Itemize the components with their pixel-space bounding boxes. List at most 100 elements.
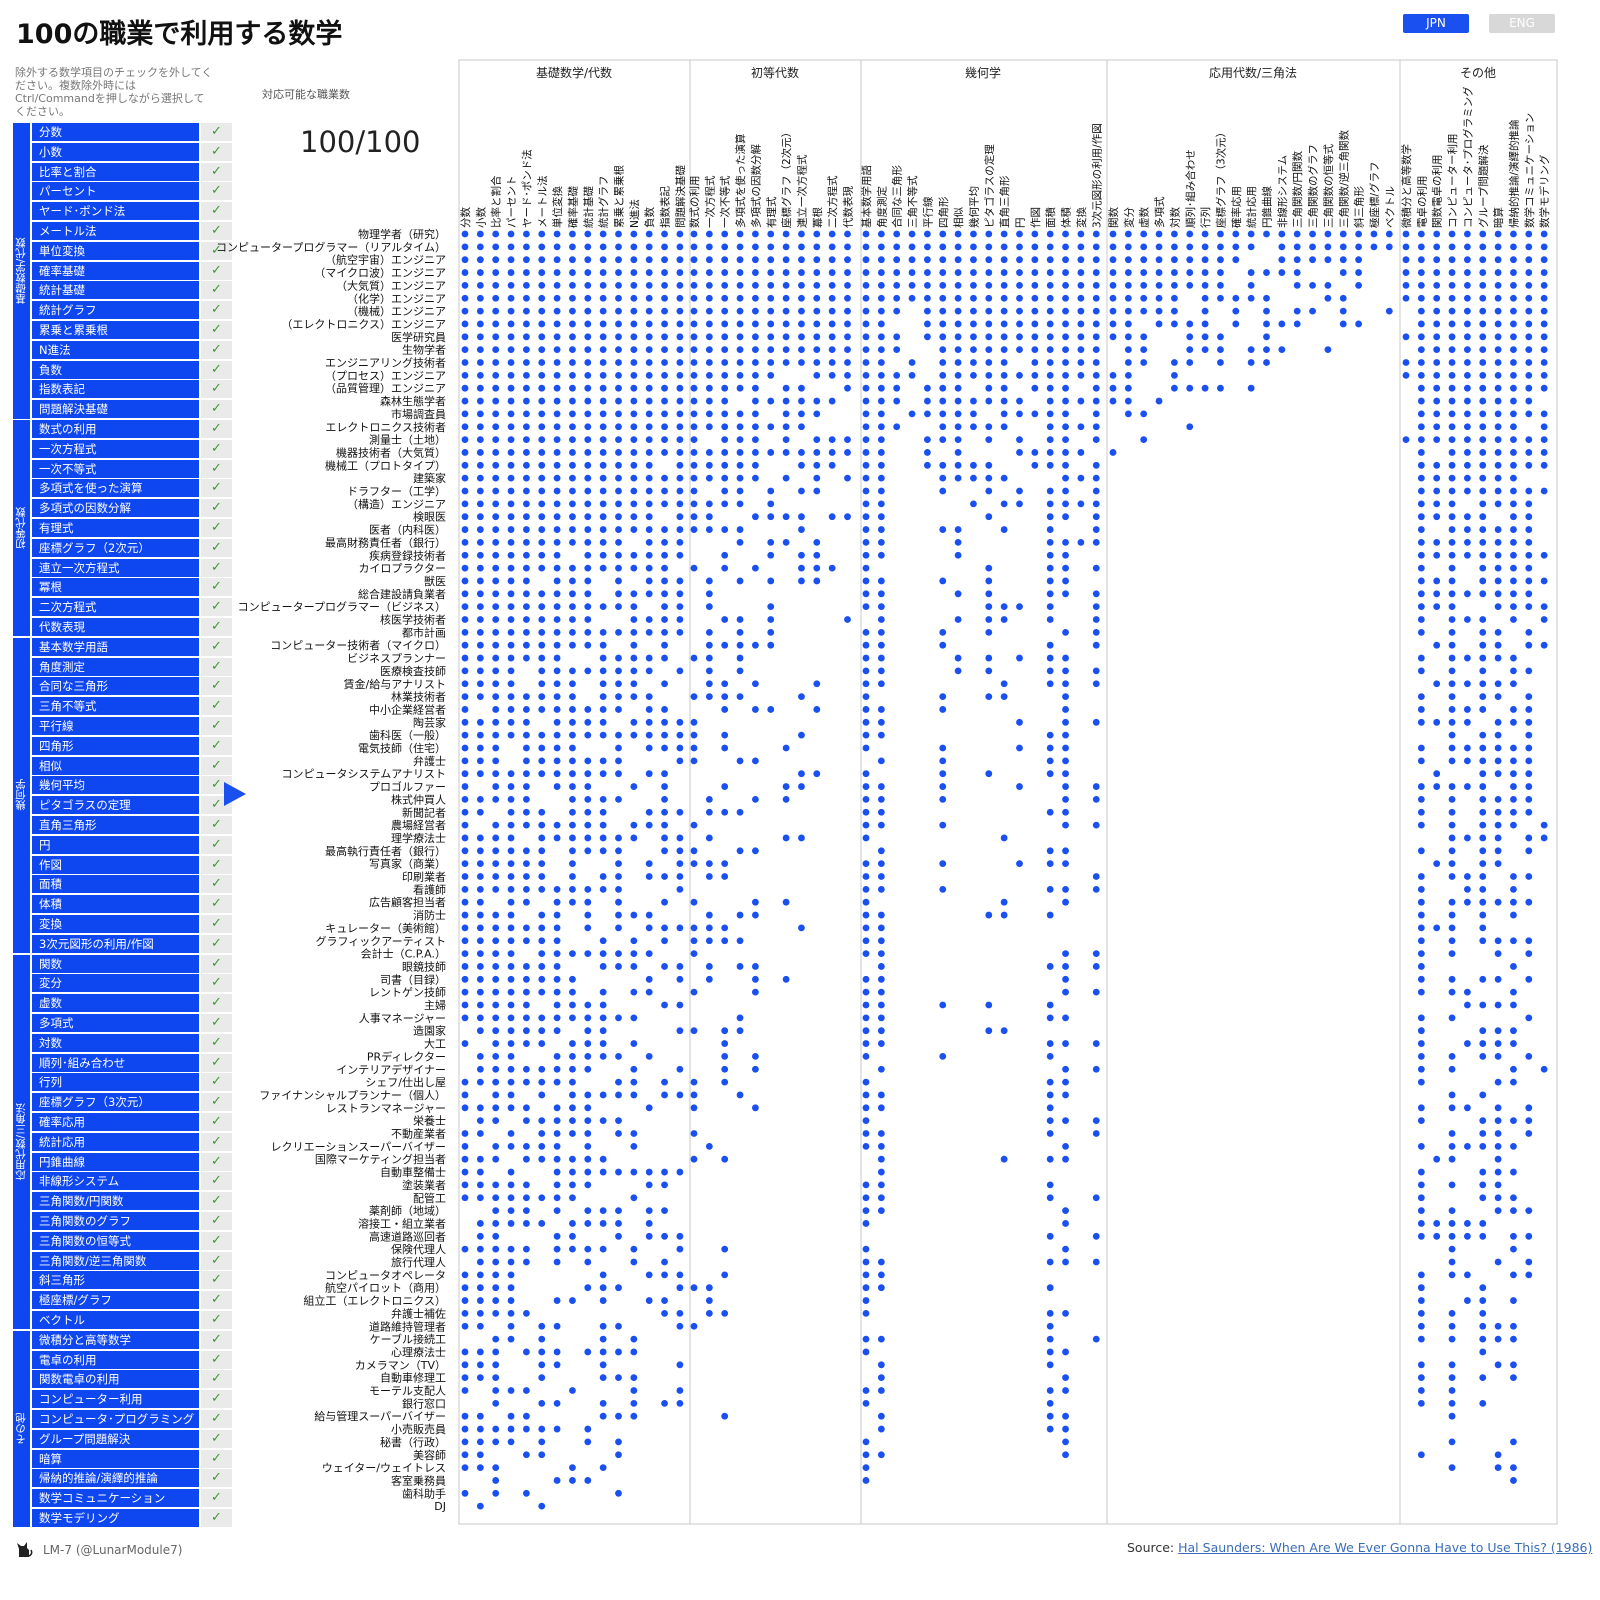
filter-item[interactable]: 一次方程式 ✓ [32, 439, 232, 458]
filter-item-label[interactable]: 数式の利用 [32, 420, 199, 438]
checkmark-icon[interactable]: ✓ [201, 915, 232, 933]
filter-item-label[interactable]: 円 [32, 835, 199, 854]
filter-item[interactable]: 基本数学用語 ✓ [32, 637, 232, 656]
filter-item-label[interactable]: 有理式 [32, 519, 199, 537]
filter-item[interactable]: 三角不等式 ✓ [32, 697, 232, 716]
checkmark-icon[interactable]: ✓ [201, 578, 232, 597]
filter-item-label[interactable]: 多項式を使った演算 [32, 479, 199, 498]
filter-item[interactable]: ベクトル ✓ [32, 1311, 232, 1329]
filter-item-label[interactable]: 指数表記 [32, 380, 199, 399]
checkmark-icon[interactable]: ✓ [201, 202, 232, 221]
checkmark-icon[interactable]: ✓ [201, 855, 232, 874]
filter-item-label[interactable]: 変分 [32, 974, 199, 993]
checkmark-icon[interactable]: ✓ [201, 222, 232, 240]
checkmark-icon[interactable]: ✓ [201, 677, 232, 696]
filter-item-label[interactable]: 合同な三角形 [32, 677, 199, 696]
filter-item-label[interactable]: 平行線 [32, 717, 199, 735]
checkmark-icon[interactable]: ✓ [201, 598, 232, 617]
checkmark-icon[interactable]: ✓ [201, 1192, 232, 1211]
checkmark-icon[interactable]: ✓ [201, 1073, 232, 1092]
checkmark-icon[interactable]: ✓ [201, 1152, 232, 1171]
checkmark-icon[interactable]: ✓ [201, 1113, 232, 1131]
filter-item[interactable]: 電卓の利用 ✓ [32, 1350, 232, 1369]
filter-item[interactable]: 指数表記 ✓ [32, 380, 232, 399]
filter-item-label[interactable]: 小数 [32, 142, 199, 161]
checkmark-icon[interactable]: ✓ [201, 1053, 232, 1072]
filter-item[interactable]: 代数表現 ✓ [32, 618, 232, 636]
filter-item[interactable]: 帰納的推論/演繹的推論 ✓ [32, 1469, 232, 1488]
filter-item[interactable]: 円 ✓ [32, 835, 232, 854]
checkmark-icon[interactable]: ✓ [201, 459, 232, 478]
filter-item[interactable]: コンピュータ･プログラミング ✓ [32, 1410, 232, 1428]
checkmark-icon[interactable]: ✓ [201, 637, 232, 656]
filter-item[interactable]: 対数 ✓ [32, 1033, 232, 1052]
checkmark-icon[interactable]: ✓ [201, 1132, 232, 1151]
filter-item[interactable]: 多項式 ✓ [32, 1014, 232, 1032]
filter-item[interactable]: 小数 ✓ [32, 142, 232, 161]
checkmark-icon[interactable]: ✓ [201, 1469, 232, 1488]
filter-item[interactable]: 変換 ✓ [32, 915, 232, 933]
filter-item[interactable]: 累乗と累乗根 ✓ [32, 321, 232, 339]
filter-item-label[interactable]: 三角関数/円関数 [32, 1192, 199, 1211]
filter-item[interactable]: グループ問題解決 ✓ [32, 1429, 232, 1448]
checkmark-icon[interactable]: ✓ [201, 697, 232, 716]
checkmark-icon[interactable]: ✓ [201, 875, 232, 894]
filter-item[interactable]: 数式の利用 ✓ [32, 420, 232, 438]
filter-item-label[interactable]: ピタゴラスの定理 [32, 796, 199, 815]
checkmark-icon[interactable]: ✓ [201, 340, 232, 359]
filter-item-label[interactable]: 三角不等式 [32, 697, 199, 716]
checkmark-icon[interactable]: ✓ [201, 360, 232, 379]
filter-item-label[interactable]: 電卓の利用 [32, 1350, 199, 1369]
filter-item[interactable]: 幾何平均 ✓ [32, 776, 232, 795]
filter-item-label[interactable]: 代数表現 [32, 618, 199, 636]
checkmark-icon[interactable]: ✓ [201, 1390, 232, 1409]
filter-item-label[interactable]: 多項式の因数分解 [32, 499, 199, 518]
filter-item-label[interactable]: メートル法 [32, 222, 199, 240]
filter-item[interactable]: 行列 ✓ [32, 1073, 232, 1092]
checkmark-icon[interactable]: ✓ [201, 1212, 232, 1230]
filter-item[interactable]: 分数 ✓ [32, 123, 232, 141]
filter-item-label[interactable]: 統計グラフ [32, 301, 199, 320]
filter-item-label[interactable]: パーセント [32, 182, 199, 201]
filter-item[interactable]: 統計グラフ ✓ [32, 301, 232, 320]
checkmark-icon[interactable]: ✓ [201, 182, 232, 201]
filter-item-label[interactable]: 虚数 [32, 994, 199, 1013]
filter-item[interactable]: 座標グラフ（2次元） ✓ [32, 538, 232, 557]
filter-item-label[interactable]: 三角関数/逆三角関数 [32, 1251, 199, 1270]
filter-item[interactable]: 斜三角形 ✓ [32, 1271, 232, 1290]
checkmark-icon[interactable]: ✓ [201, 1311, 232, 1329]
filter-item-label[interactable]: 比率と割合 [32, 162, 199, 181]
checkmark-icon[interactable]: ✓ [201, 1410, 232, 1428]
filter-item[interactable]: 一次不等式 ✓ [32, 459, 232, 478]
checkmark-icon[interactable]: ✓ [201, 895, 232, 914]
checkmark-icon[interactable]: ✓ [201, 1449, 232, 1468]
checkmark-icon[interactable]: ✓ [201, 380, 232, 399]
filter-item-label[interactable]: N進法 [32, 340, 199, 359]
filter-item[interactable]: 二次方程式 ✓ [32, 598, 232, 617]
checkmark-icon[interactable]: ✓ [201, 1509, 232, 1527]
filter-item[interactable]: N進法 ✓ [32, 340, 232, 359]
checkmark-icon[interactable]: ✓ [201, 1291, 232, 1310]
filter-item[interactable]: 3次元図形の利用/作図 ✓ [32, 934, 232, 953]
filter-item-label[interactable]: 相似 [32, 756, 199, 775]
filter-item-label[interactable]: 非線形システム [32, 1172, 199, 1191]
filter-item-label[interactable]: 座標グラフ（2次元） [32, 538, 199, 557]
filter-item-label[interactable]: コンピュータ･プログラミング [32, 1410, 199, 1428]
filter-item-label[interactable]: 作図 [32, 855, 199, 874]
filter-item-label[interactable]: 分数 [32, 123, 199, 141]
filter-item[interactable]: 変分 ✓ [32, 974, 232, 993]
checkmark-icon[interactable]: ✓ [201, 1251, 232, 1270]
checkmark-icon[interactable]: ✓ [201, 1093, 232, 1112]
filter-item[interactable]: 非線形システム ✓ [32, 1172, 232, 1191]
checkmark-icon[interactable]: ✓ [201, 1350, 232, 1369]
filter-item[interactable]: 相似 ✓ [32, 756, 232, 775]
filter-item-label[interactable]: 負数 [32, 360, 199, 379]
checkmark-icon[interactable]: ✓ [201, 618, 232, 636]
filter-item[interactable]: 有理式 ✓ [32, 519, 232, 537]
filter-item-label[interactable]: グループ問題解決 [32, 1429, 199, 1448]
filter-item[interactable]: 虚数 ✓ [32, 994, 232, 1013]
filter-item[interactable]: 関数電卓の利用 ✓ [32, 1370, 232, 1389]
checkmark-icon[interactable]: ✓ [201, 1014, 232, 1032]
filter-item[interactable]: 多項式の因数分解 ✓ [32, 499, 232, 518]
lang-eng-button[interactable]: ENG [1489, 14, 1555, 33]
